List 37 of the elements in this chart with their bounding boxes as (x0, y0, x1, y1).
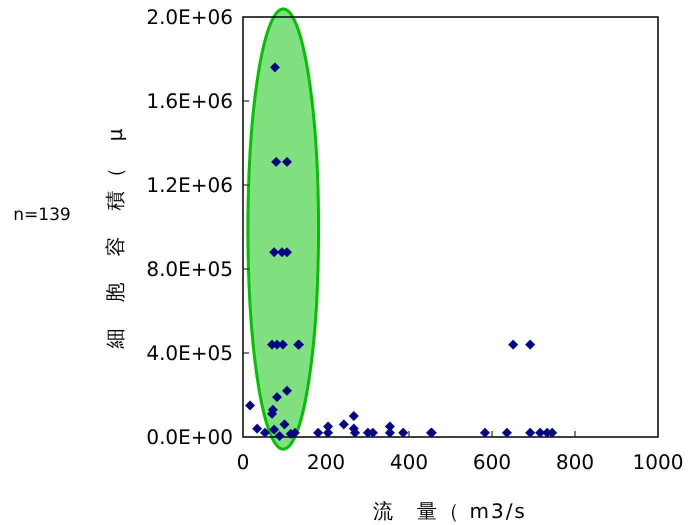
y-tick-label: 8.0E+05 (146, 257, 233, 281)
point (502, 428, 512, 438)
point (313, 428, 324, 438)
y-tick-label: 4.0E+05 (146, 341, 233, 365)
x-tick-label: 400 (390, 450, 428, 474)
point (282, 386, 292, 396)
x-tick-label: 600 (472, 450, 512, 474)
point (280, 419, 290, 430)
x-tick-label: 800 (556, 450, 594, 474)
text: n=139 (13, 205, 71, 225)
y-axis-title: 細 胞 容 積（ μ (103, 126, 127, 350)
x-tick-label: 1000 (632, 450, 684, 474)
point (282, 156, 292, 167)
point (525, 340, 536, 350)
point (245, 400, 256, 410)
point (338, 419, 349, 430)
point (260, 428, 270, 438)
point (535, 428, 546, 438)
point (269, 247, 280, 258)
point (348, 411, 359, 421)
point (269, 424, 280, 435)
point (508, 340, 518, 350)
point (252, 424, 262, 434)
point (398, 428, 408, 438)
y-tick-label: 1.6E+06 (146, 89, 233, 113)
point (271, 156, 282, 167)
point (525, 428, 536, 438)
x-tick-label: 200 (306, 450, 346, 474)
point (270, 62, 280, 72)
point (272, 392, 282, 402)
y-tick-label: 1.2E+06 (146, 173, 233, 197)
point (480, 428, 490, 438)
x-tick-label: 0 (236, 450, 250, 474)
x-axis-title: 流 量（ m3/s (373, 499, 527, 523)
y-tick-label: 0.0E+00 (146, 425, 233, 449)
y-tick-label: 2.0E+06 (146, 5, 233, 29)
point (274, 430, 285, 441)
